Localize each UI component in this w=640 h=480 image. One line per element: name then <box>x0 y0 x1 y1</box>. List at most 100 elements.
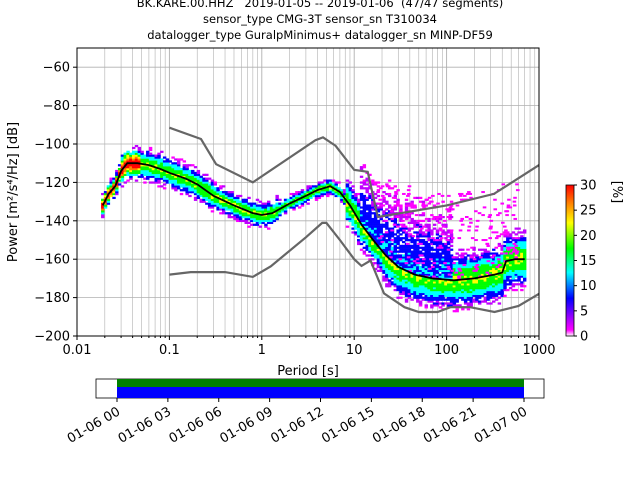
heat-cell <box>444 271 448 274</box>
heat-cell <box>492 260 496 263</box>
heat-cell <box>413 281 417 284</box>
heat-cell <box>441 285 445 288</box>
heat-cell <box>224 196 229 200</box>
heat-cell <box>160 173 164 176</box>
heat-cell <box>148 152 153 155</box>
heat-cell <box>216 194 220 198</box>
heat-cell <box>157 158 161 161</box>
heat-cell <box>162 168 167 171</box>
heat-cell <box>236 219 240 223</box>
heat-cell <box>430 290 434 294</box>
heat-cell <box>106 196 111 200</box>
heat-cell <box>176 169 181 173</box>
heat-cell <box>413 256 417 259</box>
heat-cell <box>272 219 277 223</box>
heat-cell <box>421 219 426 223</box>
heat-cell <box>511 267 516 271</box>
heat-cell <box>148 168 153 171</box>
y-tick-label: −80 <box>43 99 70 114</box>
heat-cell <box>511 288 516 292</box>
heat-cell <box>359 242 364 246</box>
heat-cell <box>359 212 364 215</box>
heat-cell <box>477 212 482 215</box>
heat-cell <box>264 212 268 215</box>
heat-cell <box>511 260 516 263</box>
heat-cell <box>196 191 201 194</box>
heat-cell <box>275 202 279 205</box>
heat-cell <box>126 173 130 176</box>
heat-cell <box>438 256 443 259</box>
heat-cell <box>244 198 248 201</box>
heat-cell <box>213 183 217 186</box>
heat-cell <box>506 258 510 261</box>
heat-cell <box>455 285 459 288</box>
heat-cell <box>283 210 288 213</box>
heat-cell <box>146 158 150 161</box>
heat-cell <box>458 271 462 274</box>
heat-cell <box>365 223 369 226</box>
heat-cell <box>489 296 493 299</box>
heat-cell <box>427 202 432 205</box>
heat-cell <box>506 248 511 251</box>
heat-cell <box>393 267 398 271</box>
heat-cell <box>196 192 201 196</box>
heat-cell <box>500 285 504 288</box>
heat-cell <box>399 216 403 219</box>
heat-cell <box>444 254 448 257</box>
heat-cell <box>500 267 504 271</box>
heat-cell <box>115 177 119 180</box>
heat-cell <box>470 237 475 240</box>
heat-cell <box>238 212 243 215</box>
heat-cell <box>154 156 158 159</box>
heat-cell <box>520 254 524 257</box>
heat-cell <box>351 223 355 226</box>
heat-cell <box>441 288 445 292</box>
heat-cell <box>447 240 451 244</box>
heat-cell <box>449 229 454 232</box>
heat-cell <box>112 177 116 180</box>
heat-cell <box>411 235 416 238</box>
heat-cell <box>134 169 139 173</box>
heat-cell <box>438 281 443 284</box>
heat-cell <box>444 265 448 269</box>
heat-cell <box>286 200 291 203</box>
heat-cell <box>416 300 420 303</box>
heat-cell <box>506 242 510 246</box>
heat-cell <box>362 233 367 236</box>
heat-cell <box>376 262 381 265</box>
heat-cell <box>458 260 462 263</box>
heat-cell <box>511 231 516 234</box>
heat-cell <box>435 304 440 307</box>
heat-cell <box>424 223 428 226</box>
heat-cell <box>380 185 385 188</box>
heat-cell <box>449 240 454 244</box>
heat-cell <box>418 285 423 288</box>
heat-cell <box>477 287 482 290</box>
heat-cell <box>503 271 507 274</box>
heat-cell <box>439 229 443 232</box>
heat-cell <box>174 158 178 161</box>
heat-cell <box>334 183 338 186</box>
heat-cell <box>424 288 428 292</box>
heat-cell <box>455 252 459 255</box>
heat-cell <box>421 240 426 244</box>
heat-cell <box>427 300 431 303</box>
heat-cell <box>424 262 428 265</box>
heat-cell <box>219 196 223 200</box>
heat-cell <box>362 204 367 207</box>
heat-cell <box>373 181 378 184</box>
heat-cell <box>407 248 412 251</box>
heat-cell <box>439 216 443 218</box>
heat-cell <box>261 221 265 224</box>
heat-cell <box>444 287 448 290</box>
heat-cell <box>458 287 462 290</box>
heat-cell <box>261 202 265 205</box>
heat-cell <box>427 294 431 297</box>
heat-cell <box>357 216 361 219</box>
heat-cell <box>458 265 462 269</box>
heat-cell <box>455 296 459 299</box>
heat-cell <box>421 298 426 301</box>
heat-cell <box>376 206 381 209</box>
heat-cell <box>492 271 496 274</box>
